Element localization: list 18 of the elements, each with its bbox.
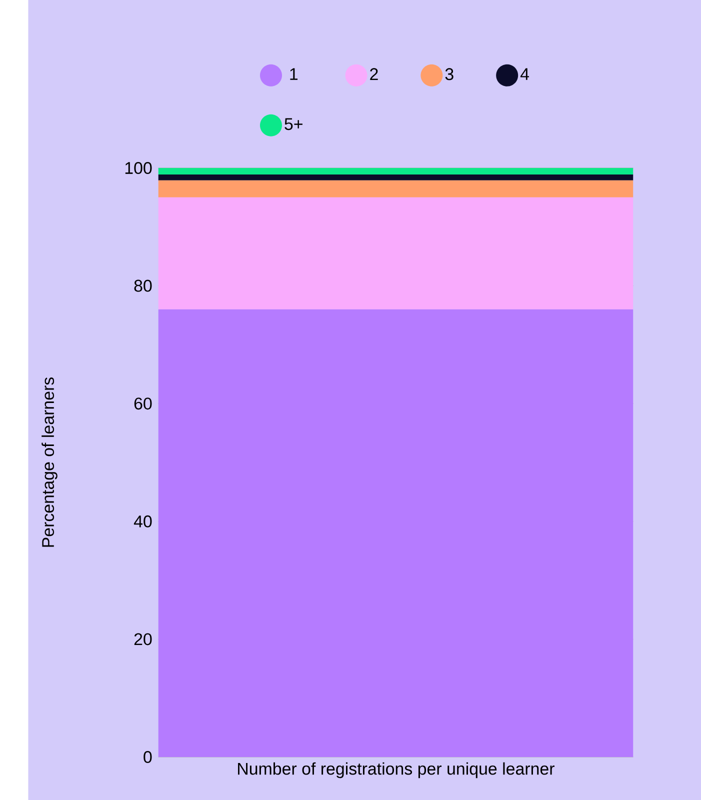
legend-label: 5+ — [284, 118, 302, 130]
bar — [158, 180, 634, 198]
y-tick-label: 60 — [134, 398, 152, 410]
legend-label: 1 — [290, 68, 298, 80]
y-tick-label: 40 — [134, 515, 152, 528]
y-tick-label: 80 — [134, 280, 152, 292]
bar — [158, 168, 634, 174]
legend-label: 4 — [520, 68, 529, 80]
bar — [158, 197, 634, 310]
x-axis-title: Number of registrations per unique learner — [238, 762, 554, 778]
legend-label: 2 — [370, 68, 378, 80]
y-axis-title: Percentage of learners — [42, 377, 58, 547]
bar — [158, 174, 634, 180]
legend-label: 3 — [445, 68, 454, 80]
y-tick-label: 20 — [134, 633, 152, 646]
y-tick-label: 0 — [144, 751, 152, 763]
bar — [158, 309, 634, 757]
y-tick-label: 100 — [125, 162, 152, 174]
